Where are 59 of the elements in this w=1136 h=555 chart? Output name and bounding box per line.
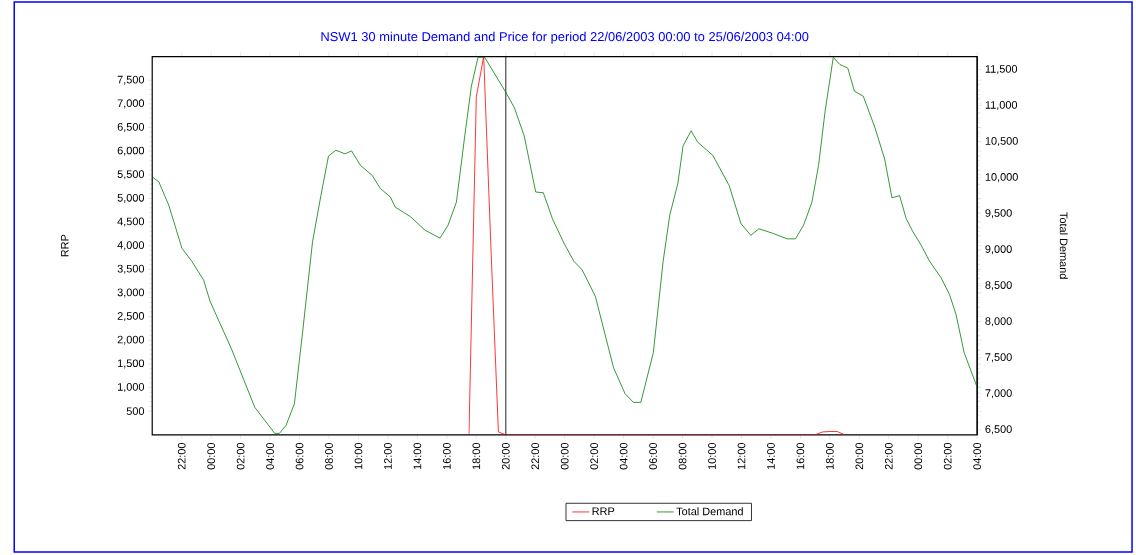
y2-tick-label: 11,000 — [985, 101, 1018, 111]
x-tick-label: 14:00 — [413, 443, 422, 470]
y2-tick-label: 9,500 — [985, 209, 1012, 219]
x-tick-label: 18:00 — [472, 443, 481, 470]
y-tick-label: 3,000 — [117, 288, 145, 298]
x-tick-label: 22:00 — [177, 443, 186, 470]
y2-tick-label: 11,500 — [985, 65, 1018, 75]
x-tick-label: 18:00 — [826, 443, 834, 470]
x-tick-label: 20:00 — [501, 443, 510, 470]
y2-tick-label: 8,500 — [985, 281, 1012, 291]
y-tick-label: 2,500 — [117, 312, 145, 322]
x-tick-label: 02:00 — [590, 443, 599, 470]
y-tick-label: 7,000 — [117, 99, 145, 109]
x-tick-label: 04:00 — [973, 443, 982, 470]
x-tick-label: 22:00 — [884, 443, 893, 470]
y2-tick-label: 7,500 — [985, 353, 1012, 363]
x-tick-label: 06:00 — [649, 443, 657, 470]
x-tick-label: 08:00 — [678, 443, 687, 470]
y-axis-title: RRP — [61, 234, 69, 257]
x-tick-label: 02:00 — [236, 443, 245, 470]
y2-tick-label: 8,000 — [985, 317, 1012, 327]
x-tick-label: 14:00 — [767, 443, 775, 470]
y-tick-label: 5,000 — [117, 193, 145, 203]
x-tick-label: 10:00 — [708, 443, 716, 470]
y2-tick-label: 9,000 — [985, 245, 1012, 255]
x-tick-label: 00:00 — [207, 443, 216, 470]
x-tick-label: 04:00 — [266, 443, 274, 470]
y2-tick-label: 6,500 — [985, 425, 1012, 435]
y-tick-label: 6,000 — [117, 146, 145, 156]
x-tick-label: 00:00 — [914, 443, 923, 470]
x-tick-label: 16:00 — [442, 443, 451, 470]
y-tick-label: 6,500 — [117, 123, 145, 133]
y2-tick-label: 10,500 — [985, 137, 1018, 147]
y-tick-label: 2,000 — [117, 335, 145, 345]
y2-tick-label: 7,000 — [985, 389, 1012, 399]
y-tick-label: 1,000 — [117, 383, 145, 393]
x-tick-label: 20:00 — [855, 443, 864, 470]
legend-label: RRP — [592, 507, 615, 515]
x-tick-label: 00:00 — [560, 443, 569, 470]
y-tick-label: 1,500 — [117, 359, 145, 369]
x-tick-label: 16:00 — [796, 443, 805, 470]
y-tick-label: 3,500 — [117, 264, 145, 274]
x-tick-label: 08:00 — [325, 443, 333, 470]
x-tick-label: 22:00 — [531, 443, 540, 470]
y-tick-label: 500 — [126, 407, 145, 416]
y-tick-label: 7,500 — [117, 75, 145, 85]
y2-axis-title: Total Demand — [1059, 212, 1068, 279]
y-tick-label: 4,000 — [117, 241, 145, 251]
y-tick-label: 4,500 — [117, 217, 145, 227]
x-tick-label: 12:00 — [737, 443, 746, 470]
x-tick-label: 12:00 — [384, 443, 392, 470]
chart-title: NSW1 30 minute Demand and Price for period 22/06/2003 00:00 to 25/06/2003 04:00 — [321, 31, 809, 44]
x-tick-label: 02:00 — [943, 443, 952, 470]
x-tick-label: 10:00 — [354, 443, 363, 470]
y2-tick-label: 10,000 — [985, 173, 1018, 183]
x-tick-label: 06:00 — [295, 443, 304, 470]
y-tick-label: 5,500 — [117, 170, 145, 180]
legend-label: Total Demand — [676, 507, 743, 516]
x-tick-label: 04:00 — [619, 443, 628, 470]
